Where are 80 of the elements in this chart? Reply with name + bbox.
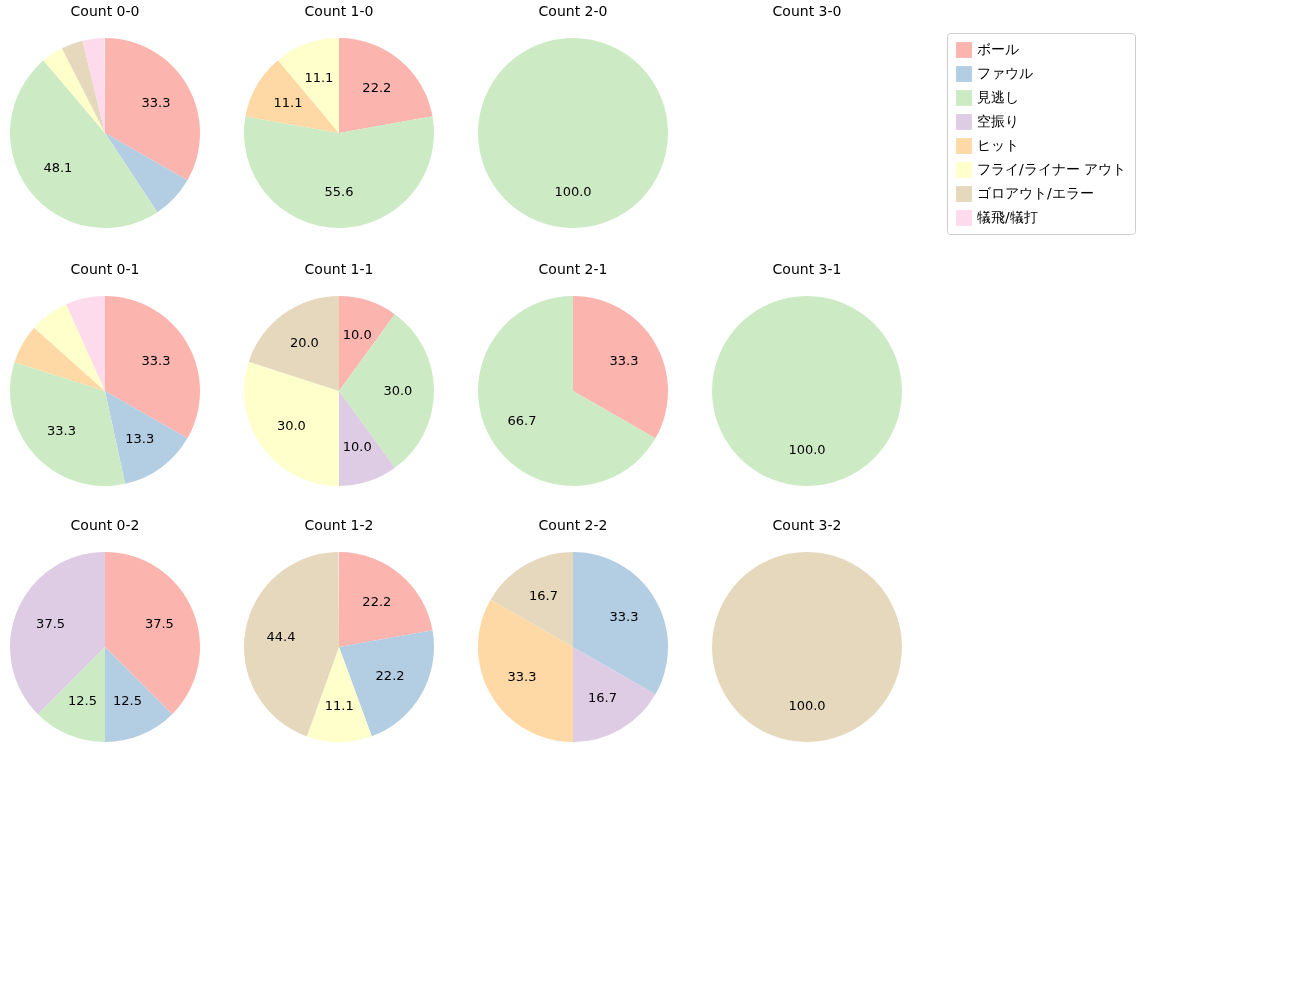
pie-slice <box>105 133 188 213</box>
pie-slice <box>277 38 339 133</box>
data-label: 33.3 <box>507 668 537 684</box>
pie-slice <box>43 48 105 133</box>
pie-slice <box>573 552 668 695</box>
pie-slice <box>14 327 105 391</box>
data-label: 16.7 <box>588 689 617 705</box>
data-label: 33.3 <box>609 609 639 625</box>
data-label: 20.0 <box>289 335 319 351</box>
chart-title: Count 0-1 <box>70 261 140 277</box>
data-label: 12.5 <box>67 693 97 709</box>
data-label: 13.3 <box>125 430 155 446</box>
data-label: 48.1 <box>43 160 73 176</box>
pie-slice <box>339 314 434 468</box>
data-label: 22.2 <box>375 668 405 684</box>
data-label: 33.3 <box>609 353 639 369</box>
data-label: 44.4 <box>266 629 296 645</box>
data-label: 37.5 <box>36 616 66 632</box>
data-label: 100.0 <box>788 441 826 457</box>
text: Count 3-0 <box>772 3 842 19</box>
data-label: 11.1 <box>304 69 334 85</box>
data-label: 11.1 <box>324 697 354 713</box>
pie-slice <box>248 296 339 391</box>
pie-slice <box>61 40 105 133</box>
data-label: 22.2 <box>362 593 392 609</box>
pie-slice <box>10 362 126 486</box>
pie-slice <box>66 296 105 391</box>
pie-slice <box>105 552 200 715</box>
pie-slice <box>490 552 573 647</box>
data-label: 100.0 <box>554 183 592 199</box>
chart-title: Count 3-2 <box>772 517 842 533</box>
data-label: 22.2 <box>362 79 392 95</box>
data-label: 33.3 <box>141 353 171 369</box>
chart-title: Count 1-0 <box>304 3 374 19</box>
pie-slice <box>10 552 105 715</box>
data-label: 66.7 <box>507 412 537 428</box>
chart-title: Count 3-1 <box>772 261 842 277</box>
data-label: 100.0 <box>788 697 826 713</box>
pie-slice <box>105 38 200 181</box>
data-label: 33.3 <box>46 422 76 438</box>
pie-slice <box>34 304 105 391</box>
pie-slice <box>245 60 339 133</box>
pie-slice <box>82 38 105 133</box>
legend-label: 見逃し <box>977 89 1019 105</box>
pie-slice <box>105 647 173 742</box>
legend-label: ボール <box>977 41 1019 57</box>
data-label: 10.0 <box>342 439 372 455</box>
chart-title: Count 1-2 <box>304 517 374 533</box>
legend-label: 空振り <box>977 113 1019 129</box>
data-label: 10.0 <box>342 326 372 342</box>
pie-slice <box>306 647 372 742</box>
legend-label: ファウル <box>977 65 1033 81</box>
pie-slice <box>573 296 668 439</box>
legend-label: ゴロアウト/エラー <box>977 185 1094 201</box>
pie-slice <box>478 296 656 486</box>
chart-title: Count 0-2 <box>70 517 140 533</box>
chart-title: Count 0-0 <box>70 3 140 19</box>
legend-label: ヒット <box>977 137 1019 153</box>
pie-slice <box>37 647 105 742</box>
chart-title: Count 2-1 <box>538 261 608 277</box>
pie-slice <box>478 599 573 742</box>
data-label: 12.5 <box>113 693 143 709</box>
chart-title: Count 1-1 <box>304 261 374 277</box>
data-label: 30.0 <box>276 417 306 433</box>
data-label: 16.7 <box>529 588 558 604</box>
pie-slice <box>244 116 434 228</box>
legend-label: フライ/ライナー アウト <box>977 161 1127 177</box>
data-label: 37.5 <box>144 616 174 632</box>
chart-title: Count 2-0 <box>538 3 608 19</box>
chart-title: Count 2-2 <box>538 517 608 533</box>
data-label: 55.6 <box>324 183 354 199</box>
data-label: 30.0 <box>383 383 413 398</box>
pie-slice <box>339 552 433 647</box>
data-label: 11.1 <box>273 95 303 111</box>
pie-slice <box>105 391 188 484</box>
pie-slice <box>339 38 433 133</box>
data-label: 33.3 <box>141 95 171 111</box>
pie-slice <box>244 361 339 486</box>
pie-slice <box>573 647 656 742</box>
legend-label: 犠飛/犠打 <box>977 209 1038 225</box>
